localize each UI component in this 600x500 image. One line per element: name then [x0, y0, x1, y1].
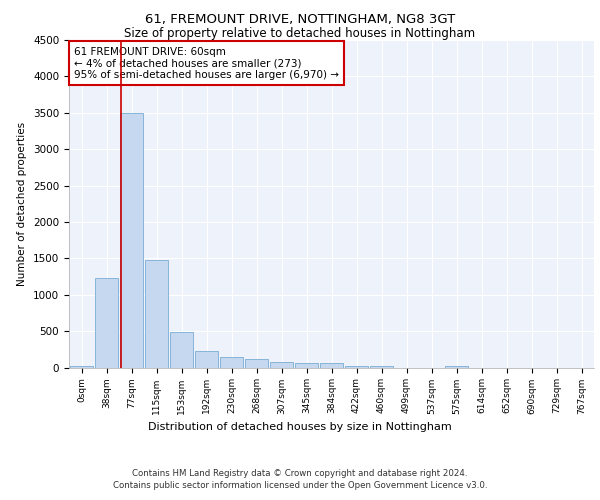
Bar	[295, 363, 318, 368]
Text: Size of property relative to detached houses in Nottingham: Size of property relative to detached ho…	[124, 28, 476, 40]
Bar	[170, 332, 193, 368]
Bar	[145, 260, 168, 368]
Bar	[70, 366, 93, 368]
Bar	[220, 356, 243, 368]
Bar	[345, 366, 368, 368]
Bar	[245, 359, 268, 368]
Bar	[195, 351, 218, 368]
Bar	[120, 113, 143, 368]
Text: 61, FREMOUNT DRIVE, NOTTINGHAM, NG8 3GT: 61, FREMOUNT DRIVE, NOTTINGHAM, NG8 3GT	[145, 12, 455, 26]
Bar	[270, 362, 293, 368]
Bar	[445, 366, 468, 368]
Bar	[320, 363, 343, 368]
Bar	[370, 366, 393, 368]
Text: Contains HM Land Registry data © Crown copyright and database right 2024.: Contains HM Land Registry data © Crown c…	[132, 468, 468, 477]
Text: 61 FREMOUNT DRIVE: 60sqm
← 4% of detached houses are smaller (273)
95% of semi-d: 61 FREMOUNT DRIVE: 60sqm ← 4% of detache…	[74, 46, 339, 80]
Bar	[95, 278, 118, 368]
Text: Contains public sector information licensed under the Open Government Licence v3: Contains public sector information licen…	[113, 481, 487, 490]
Text: Distribution of detached houses by size in Nottingham: Distribution of detached houses by size …	[148, 422, 452, 432]
Y-axis label: Number of detached properties: Number of detached properties	[17, 122, 28, 286]
